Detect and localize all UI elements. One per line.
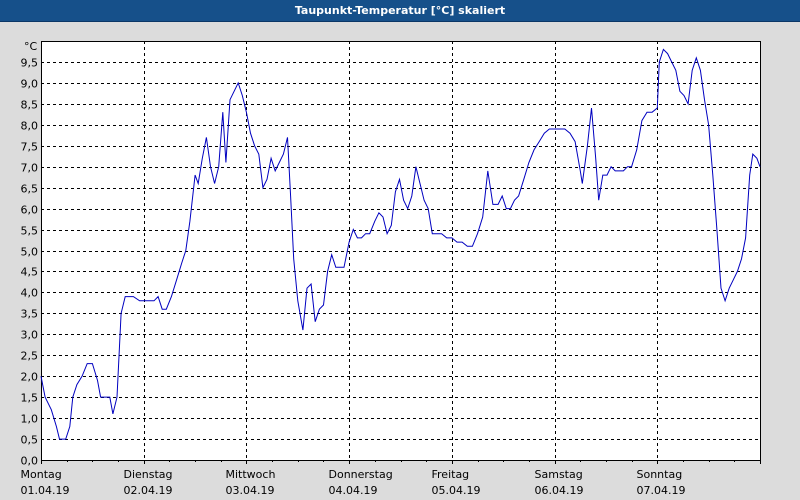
y-tick-label: 5,0 — [21, 246, 39, 259]
y-tick-label: 8,0 — [21, 120, 39, 133]
plot-background — [41, 41, 760, 460]
chart-title: Taupunkt-Temperatur [°C] skaliert — [294, 4, 506, 17]
y-tick-label: 6,5 — [21, 183, 39, 196]
axis-layer — [41, 41, 761, 464]
x-tick-label-day: Donnerstag — [329, 468, 393, 481]
x-tick-label-date: 06.04.19 — [535, 484, 584, 497]
y-tick-label: 2,0 — [21, 371, 39, 384]
y-tick-label: 6,0 — [21, 204, 39, 217]
x-tick-label-date: 02.04.19 — [124, 484, 173, 497]
x-tick-label-day: Montag — [21, 468, 62, 481]
y-tick-label: 7,0 — [21, 162, 39, 175]
y-tick-label: 2,5 — [21, 350, 39, 363]
grid-layer — [41, 41, 760, 460]
x-tick-label-date: 04.04.19 — [329, 484, 378, 497]
y-tick-label: 3,0 — [21, 329, 39, 342]
series-layer — [40, 48, 761, 440]
x-tick-label-date: 03.04.19 — [226, 484, 275, 497]
plot-frame — [41, 41, 761, 461]
title-bar: Taupunkt-Temperatur [°C] skaliert — [0, 0, 800, 22]
x-tick-label-day: Dienstag — [124, 468, 173, 481]
x-tick-label-day: Sonntag — [637, 468, 683, 481]
y-tick-label: 7,5 — [21, 141, 39, 154]
y-tick-label: 5,5 — [21, 225, 39, 238]
x-tick-label-date: 05.04.19 — [432, 484, 481, 497]
y-tick-label: 4,0 — [21, 287, 39, 300]
y-tick-label: 4,5 — [21, 266, 39, 279]
series-line-taupunkt — [40, 48, 761, 440]
y-tick-label: 0,0 — [21, 455, 39, 468]
label-layer: 0,0 0,5 1,0 1,5 2,0 2,5 3,0 3,5 4,0 4,5 5,0 5,5 6,0 6… — [21, 40, 686, 497]
x-tick-label-day: Samstag — [535, 468, 583, 481]
y-tick-label: 1,0 — [21, 413, 39, 426]
y-tick-label: 1,5 — [21, 392, 39, 405]
x-tick-label-date: 07.04.19 — [637, 484, 686, 497]
y-axis-unit-label: °C — [24, 40, 38, 53]
x-tick-label-day: Mittwoch — [226, 468, 276, 481]
y-tick-label: 3,5 — [21, 308, 39, 321]
y-tick-label: 8,5 — [21, 99, 39, 112]
x-tick-label-date: 01.04.19 — [21, 484, 70, 497]
y-tick-label: 9,0 — [21, 78, 39, 91]
y-tick-label: 0,5 — [21, 434, 39, 447]
x-tick-label-day: Freitag — [432, 468, 470, 481]
y-tick-label: 9,5 — [21, 57, 39, 70]
